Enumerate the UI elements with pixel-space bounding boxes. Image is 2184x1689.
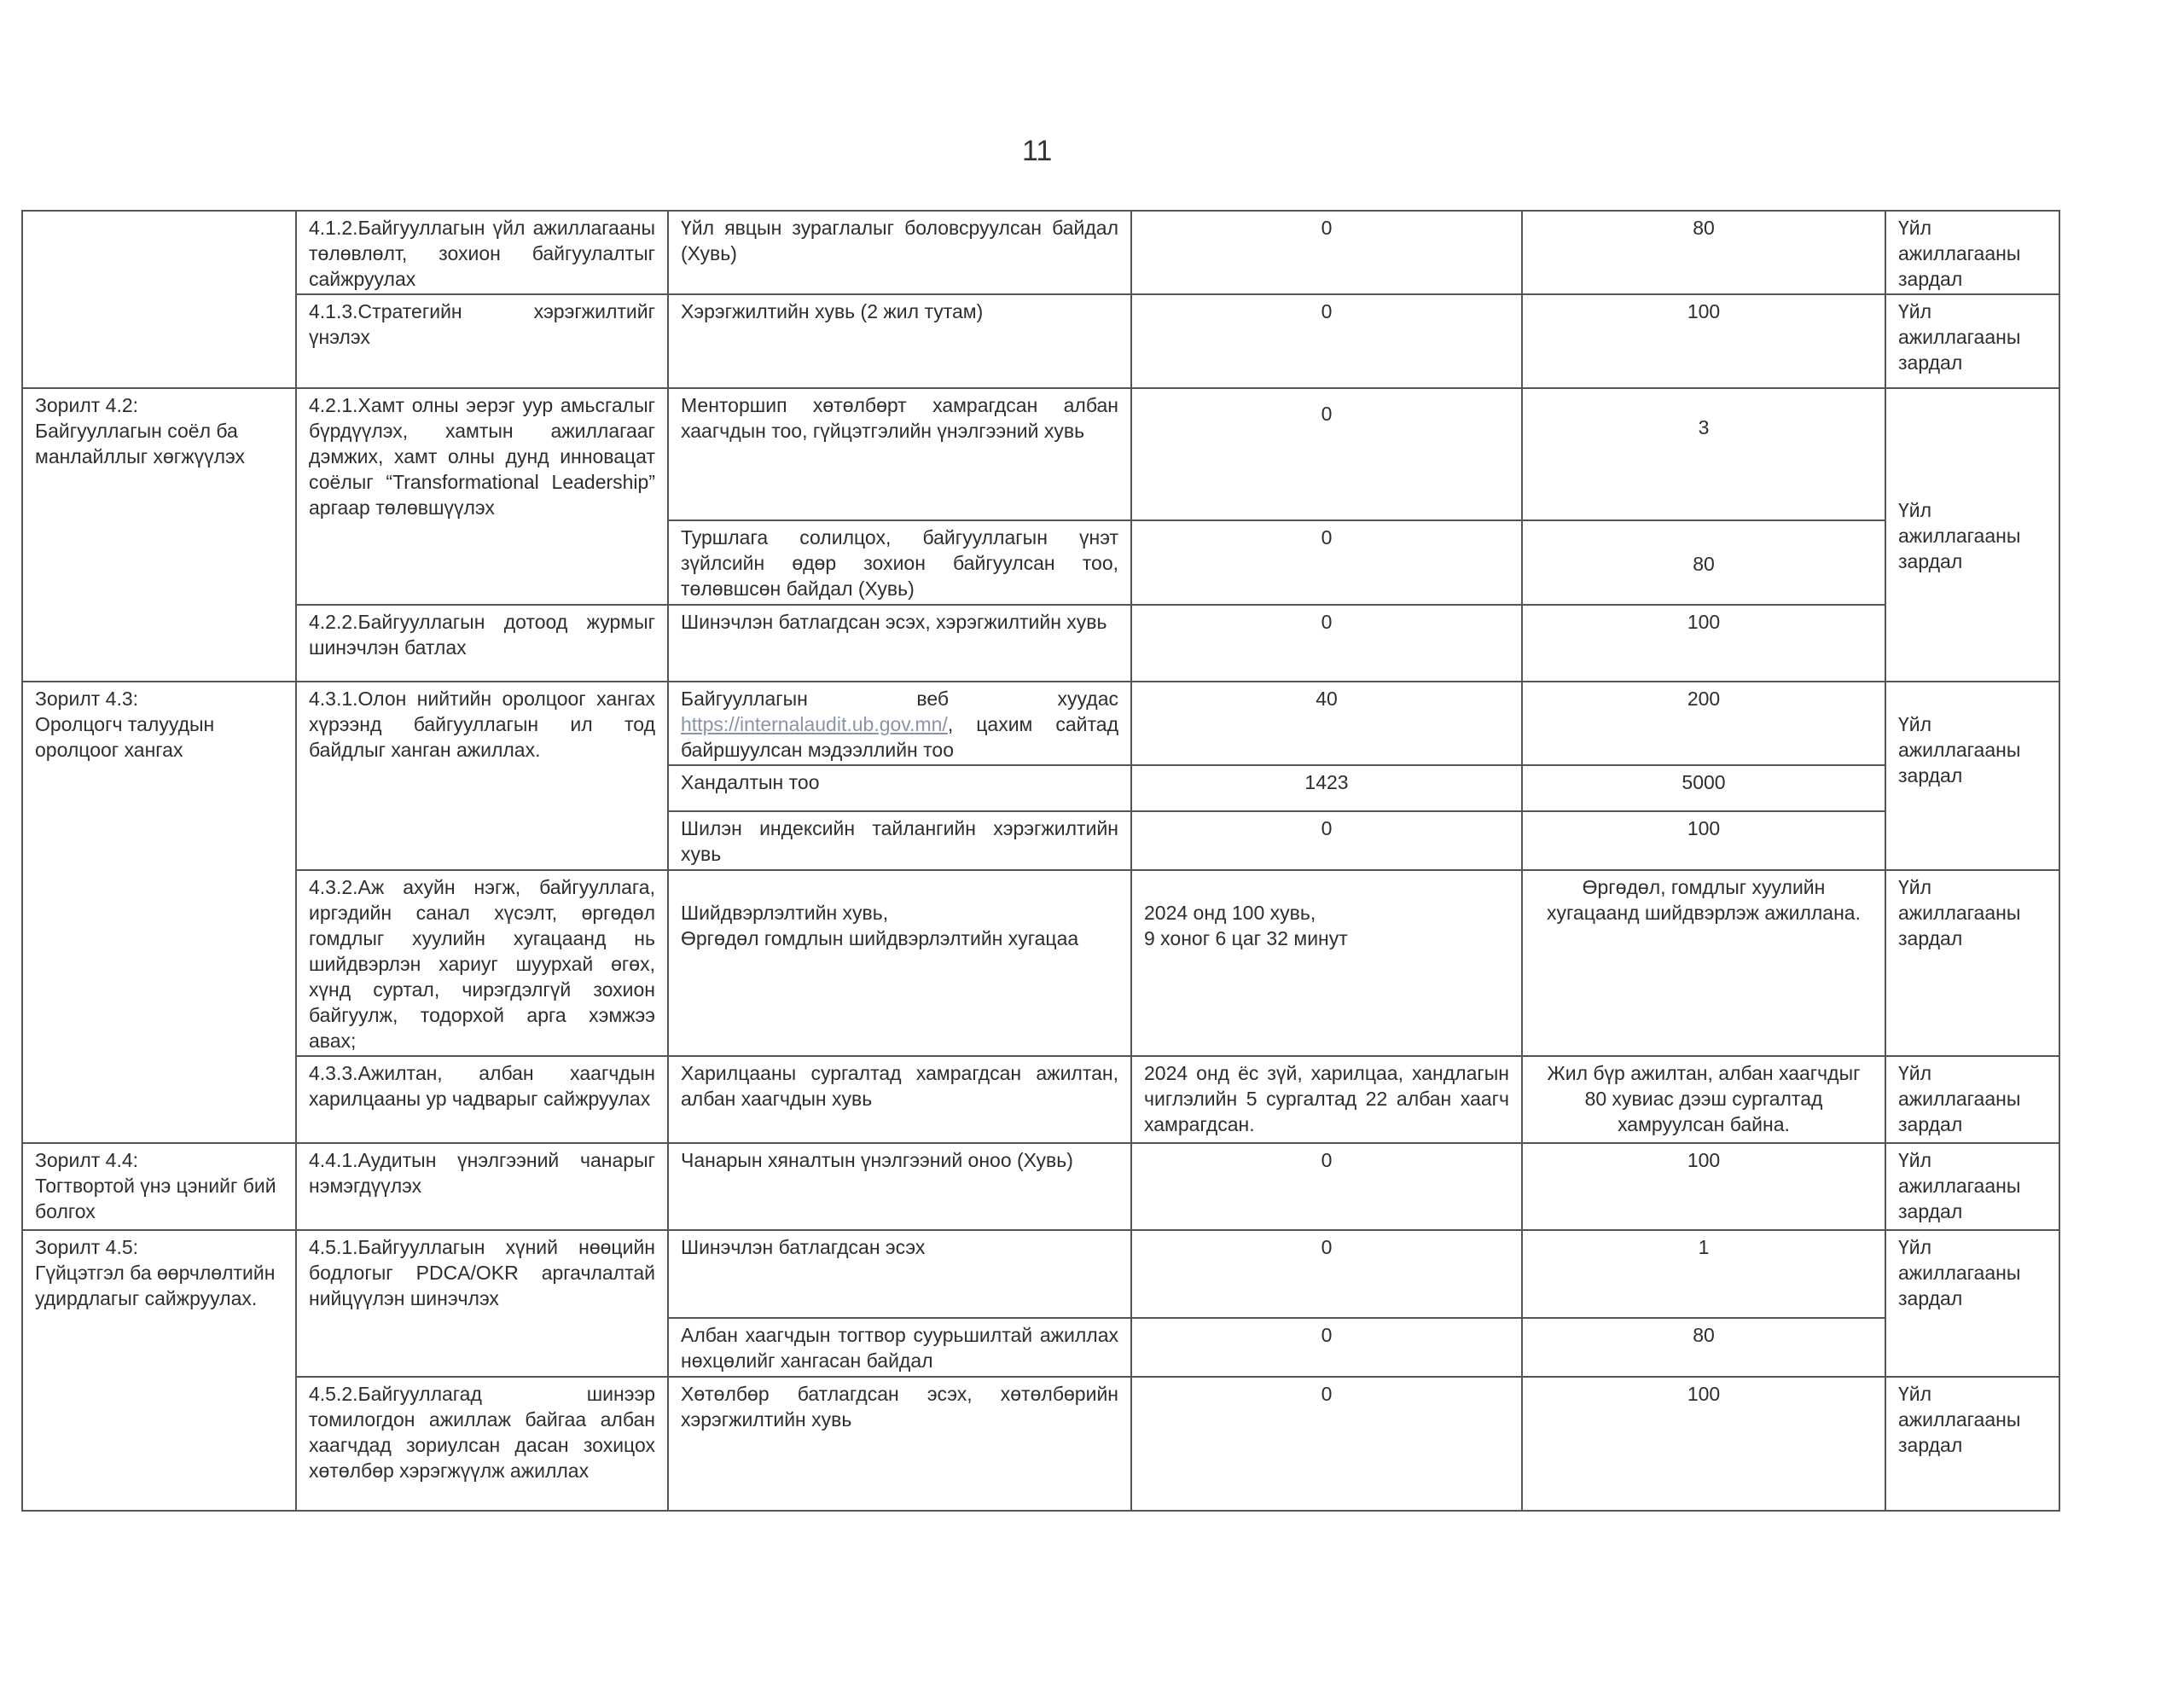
indicator-text: Байгууллагын веб хуудас [681,688,1118,710]
target-cell: 100 [1521,1142,1886,1231]
indicator-cell: Чанарын хяналтын үнэлгээний оноо (Хувь) [667,1142,1132,1231]
baseline-cell: 0 [1130,293,1523,389]
indicator-cell: Үйл явцын зураглалыг боловсруулсан байда… [667,210,1132,295]
table-row: 4.3.2.Аж ахуйн нэгж, байгууллага, иргэди… [22,869,2060,1057]
target-cell: 5000 [1521,764,1886,812]
indicator-cell: Шилэн индексийн тайлангийн хэрэгжилтийн … [667,810,1132,871]
target-cell: 100 [1521,604,1886,682]
target-cell: 100 [1521,810,1886,871]
funding-cell: Үйл ажиллагааны зардал [1885,1142,2060,1231]
action-cell: 4.5.1.Байгууллагын хүний нөөцийн бодлогы… [295,1229,669,1378]
action-cell: 4.3.1.Олон нийтийн оролцоог хангах хүрээ… [295,681,669,871]
page-number: 11 [1022,135,1053,167]
funding-cell: Үйл ажиллагааны зардал [1885,681,2060,871]
table-row: Зорилт 4.5: Гүйцэтгэл ба өөрчлөлтийн уди… [21,1229,2060,1512]
action-cell: 4.5.2.Байгууллагад шинээр томилогдон ажи… [295,1376,669,1512]
strategic-plan-table: 4.1.2.Байгууллагын үйл ажиллагааны төлөв… [21,210,2060,1512]
indicator-cell: Харилцааны сургалтад хамрагдсан ажилтан,… [667,1055,1132,1144]
action-cell: 4.3.2.Аж ахуйн нэгж, байгууллага, иргэди… [295,869,669,1057]
table-row: Зорилт 4.3: Оролцогч талуудын оролцоог х… [21,681,2060,1144]
funding-cell: Үйл ажиллагааны зардал [1885,387,2060,682]
table-row: 4.1.2.Байгууллагын үйл ажиллагааны төлөв… [21,210,2060,389]
target-cell: 100 [1521,293,1886,389]
indicator-cell: Хэрэгжилтийн хувь (2 жил тутам) [667,293,1132,389]
target-cell: Жил бүр ажилтан, албан хаагчдыг 80 хувиа… [1521,1055,1886,1144]
target-cell: 80 [1521,1317,1886,1378]
indicator-cell: Шинэчлэн батлагдсан эсэх, хэрэгжилтийн х… [667,604,1132,682]
baseline-cell: 0 [1130,519,1523,606]
indicator-cell: Шинэчлэн батлагдсан эсэх [667,1229,1132,1319]
baseline-cell: 0 [1130,1376,1523,1512]
indicator-cell: Албан хаагчдын тогтвор суурьшилтай ажилл… [667,1317,1132,1378]
baseline-cell: 0 [1130,1142,1523,1231]
action-cell: 4.3.3.Ажилтан, албан хаагчдын харилцааны… [295,1055,669,1144]
table-row: Албан хаагчдын тогтвор суурьшилтай ажилл… [22,1317,2059,1378]
baseline-cell: 0 [1130,1229,1523,1319]
indicator-cell: Туршлага солилцох, байгууллагын үнэт зүй… [667,519,1132,606]
baseline-cell: 1423 [1130,764,1523,812]
target-cell: 200 [1521,681,1886,766]
target-cell: 80 [1521,519,1886,606]
table-row: Шилэн индексийн тайлангийн хэрэгжилтийн … [22,810,2059,871]
baseline-cell: 2024 онд 100 хувь, 9 хоног 6 цаг 32 мину… [1130,869,1523,1057]
funding-cell: Үйл ажиллагааны зардал [1885,869,2060,1057]
target-cell: 80 [1521,210,1886,295]
goal-cell: Зорилт 4.5: Гүйцэтгэл ба өөрчлөлтийн уди… [21,1229,297,1512]
indicator-cell: Шийдвэрлэлтийн хувь, Өргөдөл гомдлын ший… [667,869,1132,1057]
goal-cell: Зорилт 4.4: Тогтвортой үнэ цэнийг бий бо… [21,1142,297,1231]
baseline-cell: 2024 онд ёс зүй, харилцаа, хандлагын чиг… [1130,1055,1523,1144]
indicator-cell: Байгууллагын веб хуудас https://internal… [667,681,1132,766]
funding-cell: Үйл ажиллагааны зардал [1885,1055,2060,1144]
table-row: 4.1.3.Стратегийн хэрэгжилтийг үнэлэх Хэр… [22,293,2060,389]
funding-cell: Үйл ажиллагааны зардал [1885,1376,2060,1512]
funding-cell: Үйл ажиллагааны зардал [1885,210,2060,295]
target-cell: 3 [1521,387,1886,521]
baseline-cell: 0 [1130,810,1523,871]
table-row: 4.2.2.Байгууллагын дотоод журмыг шинэчлэ… [22,604,2059,682]
indicator-cell: Менторшип хөтөлбөрт хамрагдсан албан хаа… [667,387,1132,521]
goal-cell [21,210,297,389]
target-cell: 100 [1521,1376,1886,1512]
target-cell: 1 [1521,1229,1886,1319]
baseline-cell: 0 [1130,604,1523,682]
action-cell: 4.2.1.Хамт олны эерэг уур амьсгалыг бүрд… [295,387,669,606]
table-row: Зорилт 4.2: Байгууллагын соёл ба манлайл… [21,387,2060,682]
indicator-cell: Хөтөлбөр батлагдсан эсэх, хөтөлбөрийн хэ… [667,1376,1132,1512]
table-row: Зорилт 4.4: Тогтвортой үнэ цэнийг бий бо… [21,1142,2060,1231]
indicator-cell: Хандалтын тоо [667,764,1132,812]
indicator-text: , цахим сайтад байршуулсан мэдээллийн то… [681,713,1118,761]
action-cell: 4.2.2.Байгууллагын дотоод журмыг шинэчлэ… [295,604,669,682]
target-cell: Өргөдөл, гомдлыг хуулийн хугацаанд шийдв… [1521,869,1886,1057]
goal-cell: Зорилт 4.2: Байгууллагын соёл ба манлайл… [21,387,297,682]
action-cell: 4.4.1.Аудитын үнэлгээний чанарыг нэмэгдү… [295,1142,669,1231]
baseline-cell: 0 [1130,387,1523,521]
action-cell: 4.1.2.Байгууллагын үйл ажиллагааны төлөв… [295,210,669,295]
funding-cell: Үйл ажиллагааны зардал [1885,1229,2060,1378]
website-link[interactable]: https://internalaudit.ub.gov.mn/ [681,713,948,735]
table-row: 4.5.2.Байгууллагад шинээр томилогдон ажи… [22,1376,2060,1512]
baseline-cell: 0 [1130,210,1523,295]
table-row: Хандалтын тоо 1423 5000 [22,764,2059,812]
goal-cell: Зорилт 4.3: Оролцогч талуудын оролцоог х… [21,681,297,1144]
table-row: Туршлага солилцох, байгууллагын үнэт зүй… [22,519,2059,606]
funding-cell: Үйл ажиллагааны зардал [1885,293,2060,389]
baseline-cell: 40 [1130,681,1523,766]
baseline-cell: 0 [1130,1317,1523,1378]
table-row: 4.3.3.Ажилтан, албан хаагчдын харилцааны… [22,1055,2060,1144]
action-cell: 4.1.3.Стратегийн хэрэгжилтийг үнэлэх [295,293,669,389]
